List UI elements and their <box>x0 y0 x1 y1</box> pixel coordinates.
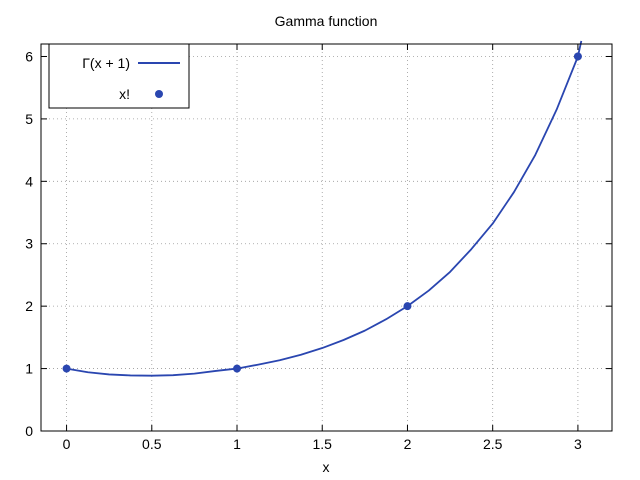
plot-area <box>62 40 583 377</box>
factorial-point <box>573 52 582 61</box>
legend-box <box>48 43 190 109</box>
factorial-point <box>403 302 412 311</box>
factorial-point <box>233 364 242 373</box>
x-tick-label: 2 <box>404 436 412 452</box>
x-tick-label: 2.5 <box>483 436 503 452</box>
legend: Γ(x + 1) x! <box>48 43 190 109</box>
series-line-gamma <box>66 40 583 377</box>
x-tick-label: 1.5 <box>313 436 333 452</box>
y-tick-label: 1 <box>25 361 33 377</box>
x-axis-label: x <box>323 459 330 475</box>
legend-label-factorial: x! <box>119 86 130 102</box>
y-tick-label: 3 <box>25 236 33 252</box>
y-tick-label: 6 <box>25 48 33 64</box>
y-tick-label: 5 <box>25 111 33 127</box>
x-tick-label: 3 <box>574 436 582 452</box>
factorial-point <box>62 364 71 373</box>
y-tick-label: 4 <box>25 173 33 189</box>
x-tick-label: 1 <box>233 436 241 452</box>
plot-frame <box>40 43 613 432</box>
y-tick-label: 0 <box>25 423 33 439</box>
axes: 0 0.5 1 1.5 2 2.5 3 0 1 2 3 4 5 6 <box>25 44 612 452</box>
y-tick-label: 2 <box>25 298 33 314</box>
legend-swatch-factorial-marker <box>155 90 163 98</box>
legend-label-gamma: Γ(x + 1) <box>82 55 130 71</box>
x-tick-label: 0.5 <box>142 436 162 452</box>
x-tick-label: 0 <box>63 436 71 452</box>
chart-title: Gamma function <box>275 13 378 29</box>
